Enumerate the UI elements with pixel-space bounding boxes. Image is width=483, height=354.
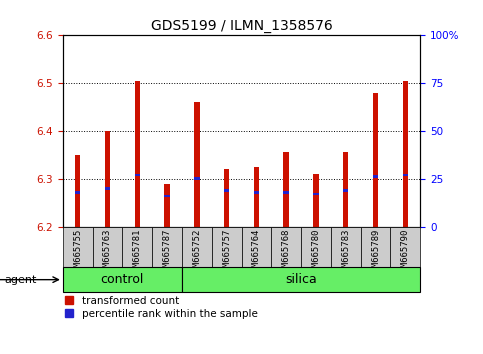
Text: GSM665790: GSM665790 (401, 229, 410, 277)
FancyBboxPatch shape (242, 227, 271, 267)
Text: GSM665789: GSM665789 (371, 229, 380, 277)
Bar (373, 93, 378, 227)
FancyBboxPatch shape (182, 267, 420, 292)
Bar (224, 189, 229, 192)
Bar (164, 184, 170, 227)
Legend: transformed count, percentile rank within the sample: transformed count, percentile rank withi… (64, 295, 258, 320)
FancyBboxPatch shape (182, 227, 212, 267)
Text: agent: agent (5, 275, 37, 285)
Bar (313, 193, 319, 195)
Text: GSM665780: GSM665780 (312, 229, 320, 277)
Bar (224, 169, 229, 227)
Bar (284, 153, 289, 227)
Text: GSM665763: GSM665763 (103, 229, 112, 277)
Bar (403, 173, 408, 176)
Bar (105, 187, 110, 190)
Bar (75, 191, 80, 194)
Bar (194, 177, 199, 180)
Bar (343, 153, 348, 227)
Bar (373, 176, 378, 178)
Text: GSM665787: GSM665787 (163, 229, 171, 277)
Bar (75, 155, 80, 227)
Bar (403, 81, 408, 227)
FancyBboxPatch shape (301, 227, 331, 267)
Text: GSM665781: GSM665781 (133, 229, 142, 277)
Bar (343, 189, 348, 192)
Bar (135, 173, 140, 176)
FancyBboxPatch shape (361, 227, 390, 267)
Text: GSM665783: GSM665783 (341, 229, 350, 277)
Bar (284, 191, 289, 194)
Text: GSM665755: GSM665755 (73, 229, 82, 277)
Bar (164, 195, 170, 198)
Text: control: control (100, 273, 144, 286)
Text: GSM665752: GSM665752 (192, 229, 201, 277)
FancyBboxPatch shape (152, 227, 182, 267)
FancyBboxPatch shape (63, 227, 93, 267)
Text: silica: silica (285, 273, 317, 286)
Bar (313, 174, 319, 227)
Bar (254, 191, 259, 194)
Bar (135, 81, 140, 227)
FancyBboxPatch shape (331, 227, 361, 267)
Bar (254, 167, 259, 227)
Bar (105, 131, 110, 227)
FancyBboxPatch shape (212, 227, 242, 267)
FancyBboxPatch shape (390, 227, 420, 267)
Text: GSM665764: GSM665764 (252, 229, 261, 277)
FancyBboxPatch shape (122, 227, 152, 267)
Bar (194, 102, 199, 227)
Text: GSM665768: GSM665768 (282, 229, 291, 277)
FancyBboxPatch shape (271, 227, 301, 267)
FancyBboxPatch shape (63, 267, 182, 292)
Title: GDS5199 / ILMN_1358576: GDS5199 / ILMN_1358576 (151, 19, 332, 33)
Text: GSM665757: GSM665757 (222, 229, 231, 277)
FancyBboxPatch shape (93, 227, 122, 267)
